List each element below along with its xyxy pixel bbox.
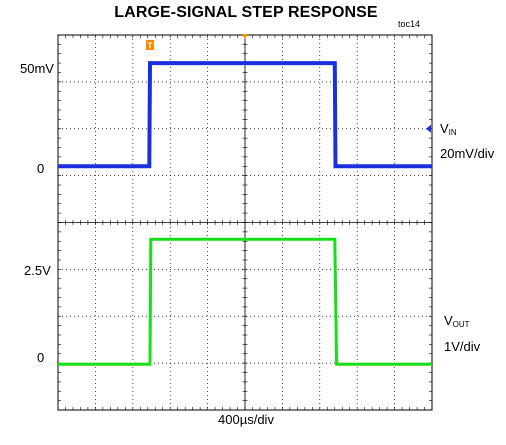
- vin-symbol: V: [440, 121, 449, 136]
- plot-traces: [58, 61, 432, 366]
- vout-scale: 1V/div: [444, 339, 481, 354]
- trigger-marker-icon: [146, 40, 155, 50]
- vout-subscript: OUT: [452, 320, 470, 329]
- vin-label: VIN: [440, 121, 457, 137]
- vin-scale: 20mV/div: [440, 146, 495, 161]
- vout-label: VOUT: [444, 313, 470, 329]
- vout-symbol: V: [444, 313, 453, 328]
- trigger-level-icon: [426, 124, 431, 133]
- vin-trace: [58, 61, 432, 169]
- x-axis-scale: 400µs/div: [218, 412, 274, 427]
- trigger-marker-label: T: [148, 42, 153, 51]
- vin-subscript: IN: [448, 128, 457, 137]
- plot-markers: T: [146, 34, 431, 133]
- bottom-tick-label: 2.5V: [24, 263, 51, 278]
- figure-id: toc14: [398, 19, 421, 29]
- trigger-position-icon: [242, 34, 248, 39]
- top-tick-label: 50mV: [20, 61, 54, 76]
- vout-trace: [58, 237, 432, 366]
- bottom-tick-label: 0: [37, 350, 45, 365]
- chart-title: LARGE-SIGNAL STEP RESPONSE: [114, 4, 378, 21]
- plot-grid: [57, 34, 433, 411]
- top-tick-label: 0: [37, 161, 45, 176]
